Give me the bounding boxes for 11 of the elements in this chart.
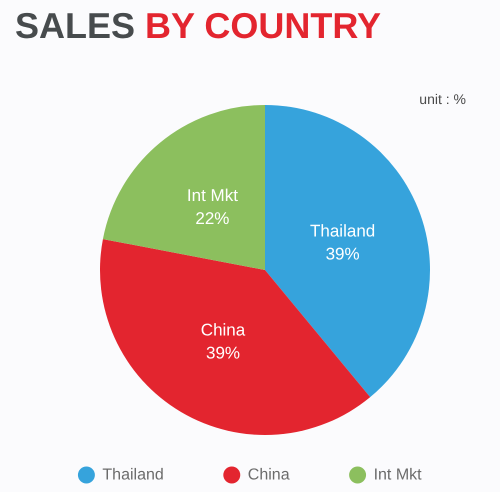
data-label: 39% — [206, 344, 240, 363]
data-label: 22% — [195, 209, 230, 228]
slice-label: Int Mkt — [186, 186, 238, 206]
chart-title: SALES BY COUNTRY — [15, 5, 382, 46]
legend-label: Int Mkt — [374, 466, 422, 484]
data-label: 39% — [326, 244, 360, 264]
legend-label: Thailand — [102, 466, 164, 484]
text: unit : % — [419, 91, 466, 107]
slice-label: Thailand — [310, 222, 376, 241]
legend-label: China — [248, 466, 290, 484]
slice-label: China — [200, 320, 246, 340]
